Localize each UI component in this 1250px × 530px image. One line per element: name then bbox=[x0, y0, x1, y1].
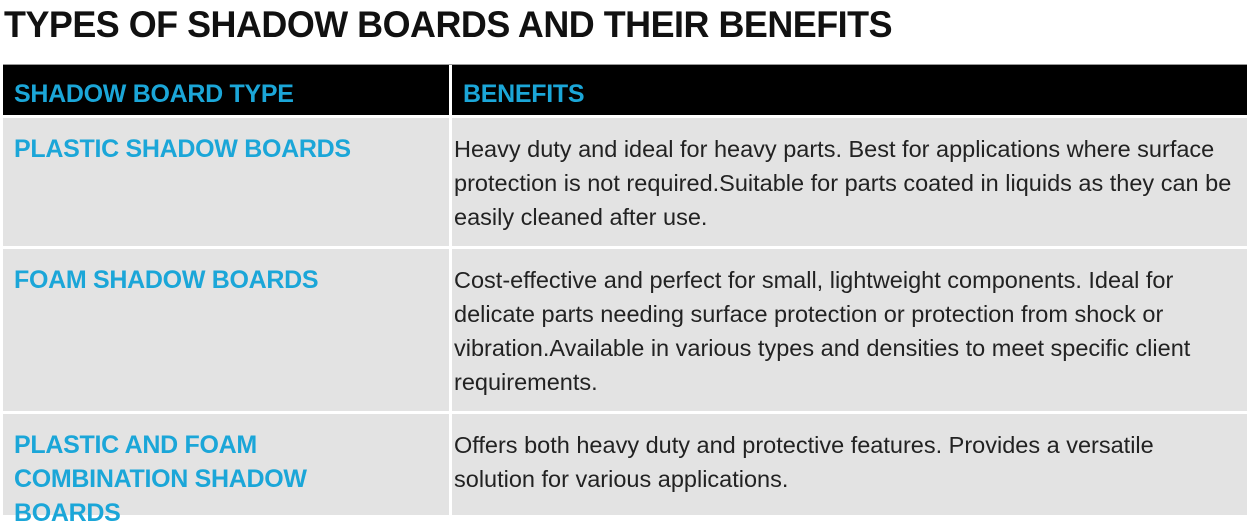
row-benefits-cell: Offers both heavy duty and protective fe… bbox=[452, 414, 1247, 515]
header-label: SHADOW BOARD TYPE bbox=[14, 80, 294, 108]
shadow-board-table: SHADOW BOARD TYPE BENEFITS PLASTIC SHADO… bbox=[3, 64, 1247, 527]
page-title: TYPES OF SHADOW BOARDS AND THEIR BENEFIT… bbox=[4, 4, 893, 45]
row-type-cell: PLASTIC SHADOW BOARDS bbox=[3, 118, 449, 246]
row-type-cell: PLASTIC AND FOAM COMBINATION SHADOW BOAR… bbox=[3, 414, 449, 527]
header-label: BENEFITS bbox=[463, 80, 585, 108]
row-benefits-cell: Cost-effective and perfect for small, li… bbox=[452, 249, 1247, 411]
row-benefits-cell: Heavy duty and ideal for heavy parts. Be… bbox=[452, 118, 1247, 246]
row-type-cell: FOAM SHADOW BOARDS bbox=[3, 249, 449, 411]
header-cell-type: SHADOW BOARD TYPE bbox=[3, 65, 449, 115]
header-cell-benefits: BENEFITS bbox=[452, 65, 1247, 115]
